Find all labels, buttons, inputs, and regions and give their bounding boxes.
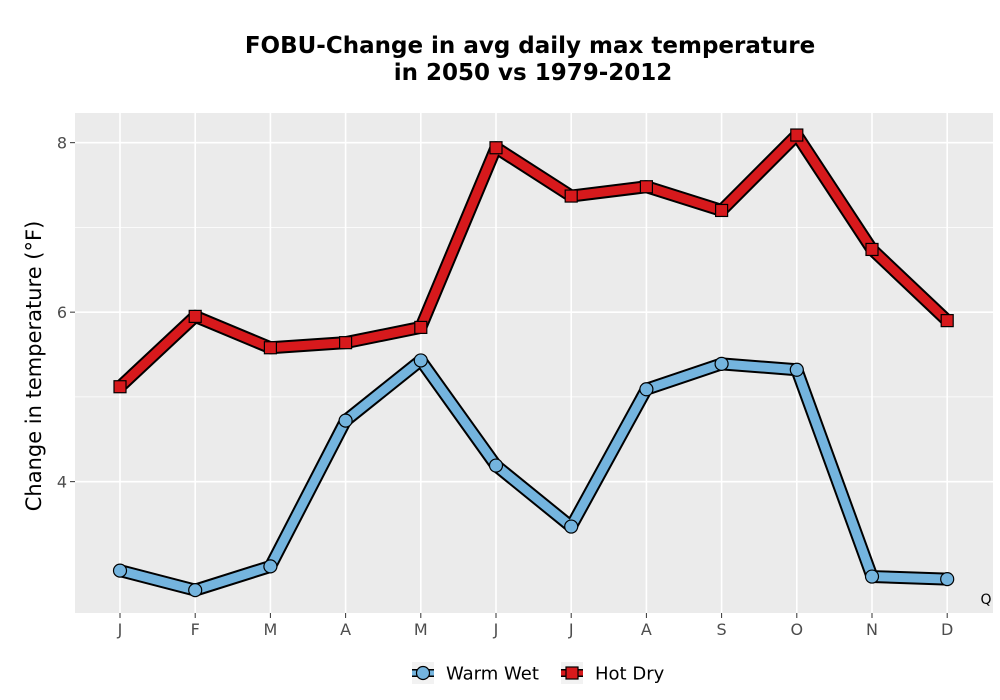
- data-point-0-3: [338, 413, 353, 428]
- x-tick-label-10: N: [866, 620, 878, 639]
- data-point-1-7: [639, 180, 654, 194]
- data-point-1-4: [414, 320, 428, 335]
- corner-label: Q: [980, 592, 991, 608]
- data-point-0-8: [714, 356, 729, 371]
- data-point-1-3: [339, 336, 353, 350]
- data-point-0-11: [940, 572, 955, 587]
- legend-label-0: Warm Wet: [446, 664, 539, 685]
- series-1: [113, 128, 954, 394]
- series-line-0: [118, 355, 948, 595]
- data-point-0-7: [639, 382, 654, 397]
- x-tick-label-4: M: [414, 620, 428, 639]
- x-tick-label-7: A: [641, 620, 652, 639]
- data-point-1-0: [113, 380, 127, 394]
- data-point-1-9: [790, 128, 804, 142]
- data-point-0-9: [789, 362, 804, 377]
- data-point-0-4: [413, 353, 428, 368]
- data-point-1-2: [263, 341, 277, 355]
- y-tick-label-1: 6: [57, 303, 67, 322]
- legend-key-marker-0: [415, 665, 431, 681]
- legend-label-1: Hot Dry: [595, 664, 665, 685]
- x-tick-label-2: M: [263, 620, 277, 639]
- x-tick-label-8: S: [717, 620, 727, 639]
- data-point-1-1: [188, 309, 202, 323]
- x-tick-label-3: A: [340, 620, 351, 639]
- x-tick-label-5: J: [493, 620, 499, 639]
- legend-item-0: Warm Wet: [412, 662, 539, 685]
- data-point-1-6: [564, 189, 578, 203]
- data-point-0-5: [488, 458, 504, 473]
- x-tick-label-9: O: [791, 620, 804, 639]
- data-point-1-10: [865, 242, 879, 257]
- y-tick-label-2: 8: [57, 134, 67, 153]
- legend: Warm Wet Hot Dry: [412, 662, 665, 685]
- series-layer: [112, 128, 955, 598]
- chart-title-line-1: FOBU-Change in avg daily max temperature: [245, 33, 815, 59]
- x-tick-label-11: D: [941, 620, 953, 639]
- data-point-0-1: [188, 583, 203, 598]
- y-tick-label-0: 4: [57, 473, 67, 492]
- data-point-0-6: [564, 519, 579, 534]
- data-point-1-11: [940, 314, 954, 328]
- data-point-1-8: [714, 203, 729, 218]
- x-tick-label-0: J: [117, 620, 123, 639]
- series-0: [112, 353, 955, 598]
- series-line-1: [116, 130, 951, 391]
- legend-item-1: Hot Dry: [561, 662, 665, 685]
- legend-key-marker-1: [565, 666, 579, 680]
- data-point-0-2: [263, 559, 278, 574]
- y-axis-label: Change in temperature (°F): [22, 221, 46, 512]
- data-point-0-10: [864, 569, 880, 584]
- chart-title-line-2: in 2050 vs 1979-2012: [394, 60, 673, 86]
- data-point-1-5: [489, 141, 503, 155]
- axes: 4 6 8 J F M A M J J A S O N D: [57, 134, 954, 639]
- x-tick-label-1: F: [191, 620, 200, 639]
- x-tick-label-6: J: [568, 620, 574, 639]
- data-point-0-0: [112, 563, 128, 578]
